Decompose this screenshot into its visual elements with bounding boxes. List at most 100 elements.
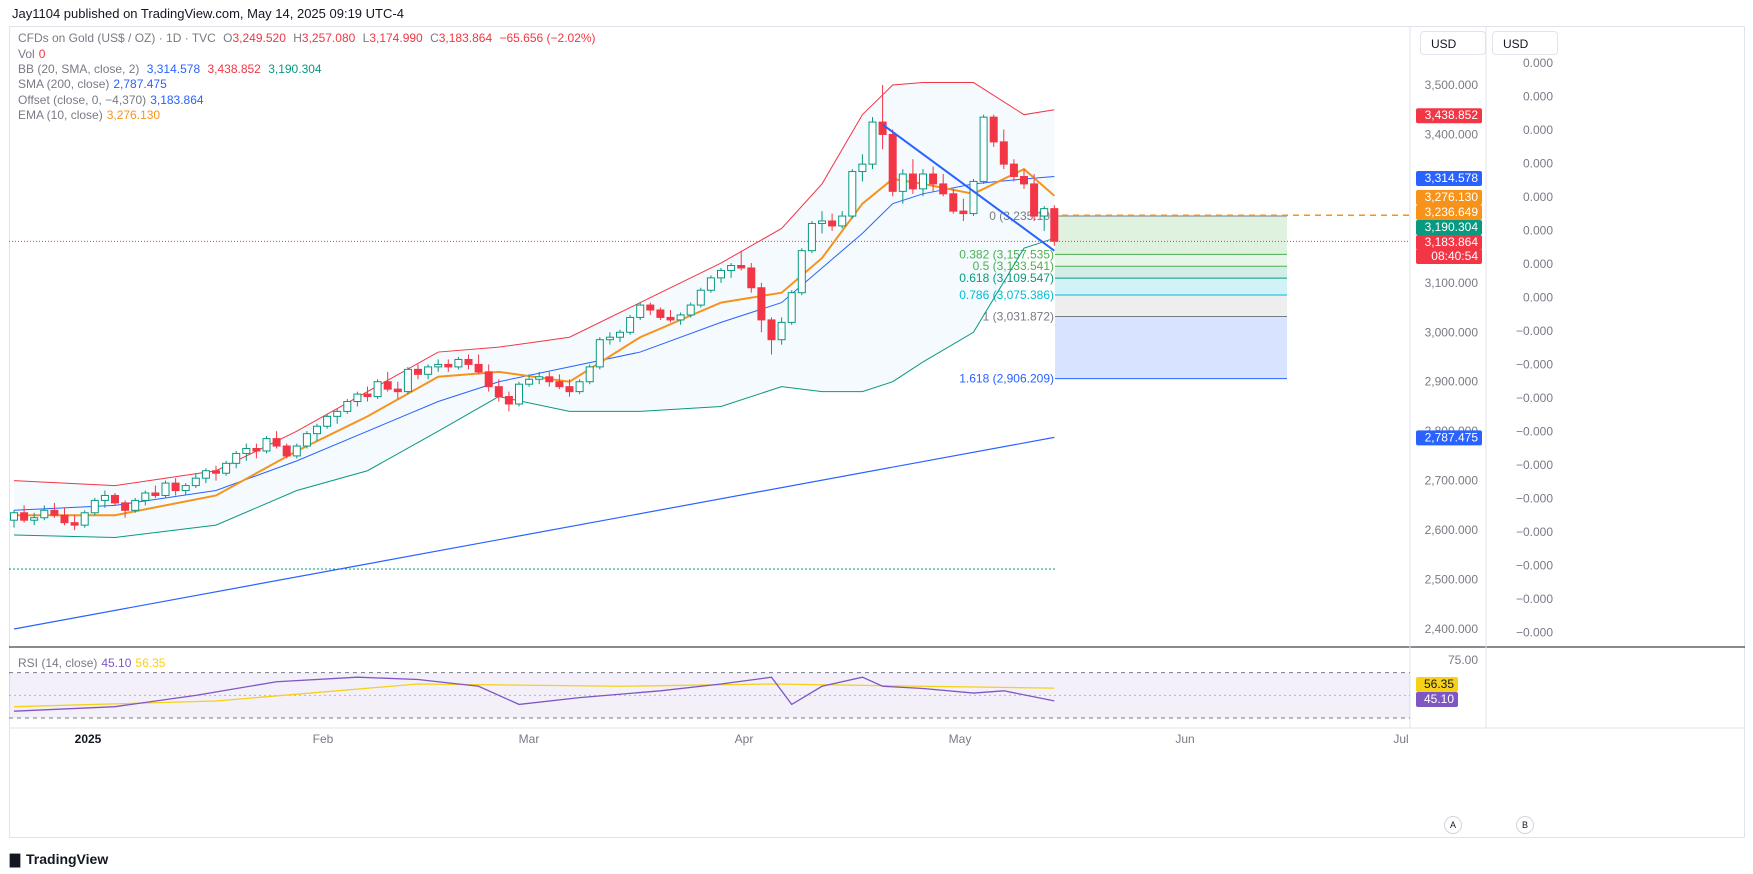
candle-body <box>424 366 433 375</box>
price-tick-label: 2,500.000 <box>1425 573 1479 587</box>
candle-body <box>302 433 311 447</box>
candle-body <box>504 396 513 405</box>
vol-label: Vol <box>18 47 35 61</box>
candle-body <box>858 163 867 173</box>
offset-tick-label: 0.000 <box>1523 90 1553 104</box>
candle-body <box>545 376 554 383</box>
open-value: 3,249.520 <box>232 31 286 45</box>
legend-ema-row[interactable]: EMA (10, close) 3,276.130 <box>18 108 160 122</box>
candle-body <box>201 470 210 479</box>
candle-body <box>141 492 150 501</box>
legend-rsi-row[interactable]: RSI (14, close) 45.10 56.35 <box>18 656 165 670</box>
rsi-line <box>13 676 1055 712</box>
candle-body <box>878 121 887 135</box>
price-badge-bg <box>1416 220 1482 235</box>
candle-body <box>515 383 523 405</box>
legend-sma-row[interactable]: SMA (200, close) 2,787.475 <box>18 77 167 91</box>
currency-button-offset[interactable]: USD <box>1492 31 1558 55</box>
symbol-label[interactable]: CFDs on Gold (US$ / OZ) · 1D · TVC <box>18 31 216 45</box>
candle-body <box>80 512 89 526</box>
candle-body <box>656 309 665 318</box>
fib-label-5: 1 (3,031.872) <box>983 310 1054 324</box>
price-badge-text: 08:40:54 <box>1431 249 1478 263</box>
chart-frame <box>9 26 1745 838</box>
candle-body <box>605 336 614 341</box>
tradingview-logo: ▇ TradingView <box>10 851 108 868</box>
candle-body <box>262 438 271 452</box>
close-value: 3,183.864 <box>438 31 493 45</box>
bb-lower-line <box>13 237 1055 539</box>
candle-body <box>282 445 291 457</box>
legend-symbol-row: CFDs on Gold (US$ / OZ) · 1D · TVC O3,24… <box>18 31 596 45</box>
candle-body <box>252 447 261 452</box>
fib-zone-5 <box>1055 316 1287 379</box>
currency-button-main[interactable]: USD <box>1420 31 1486 55</box>
publish-info: Jay1104 published on TradingView.com, Ma… <box>12 6 404 21</box>
legend-bb-row[interactable]: BB (20, SMA, close, 2) 3,314.578 3,438.8… <box>18 62 322 76</box>
candle-body <box>737 265 746 269</box>
low-value: 3,174.990 <box>369 31 423 45</box>
offset-tick-label: −0.000 <box>1516 492 1553 506</box>
candle-body <box>676 314 685 321</box>
log-scale-button[interactable]: B <box>1516 816 1534 834</box>
offset-tick-label: 0.000 <box>1523 257 1553 271</box>
fib-zone-2 <box>1055 266 1287 279</box>
candle-body <box>595 339 604 368</box>
candle-body <box>50 509 59 516</box>
legend-offset-row[interactable]: Offset (close, 0, −4,370) 3,183.864 <box>18 93 204 107</box>
price-badge-bg <box>1416 205 1482 220</box>
candle-body <box>323 415 332 427</box>
bb-basis-value: 3,314.578 <box>146 62 201 76</box>
offset-tick-label: −0.000 <box>1516 425 1553 439</box>
candle-body <box>959 210 968 215</box>
candle-body <box>20 512 29 521</box>
rsi-label: RSI (14, close) <box>18 656 98 670</box>
candle-body <box>232 452 241 464</box>
candle-body <box>848 171 857 217</box>
price-tick-label: 3,100.000 <box>1425 276 1479 290</box>
offset-tick-label: −0.000 <box>1516 626 1553 640</box>
candle-body <box>717 269 725 279</box>
candle-body <box>70 522 79 526</box>
candle-body <box>575 381 584 393</box>
auto-scale-button[interactable]: A <box>1444 816 1462 834</box>
candle-body <box>585 366 594 383</box>
candle-body <box>929 173 938 185</box>
candle-body <box>1030 183 1039 217</box>
candle-body <box>686 304 695 316</box>
legend-vol-row[interactable]: Vol 0 <box>18 47 45 61</box>
candle-body <box>242 447 251 454</box>
sma-value: 2,787.475 <box>113 77 167 91</box>
candle-body <box>919 173 927 190</box>
candle-body <box>706 277 715 291</box>
candle-body <box>757 287 766 321</box>
candle-body <box>373 381 382 398</box>
candle-body <box>191 477 200 487</box>
candle-body <box>444 363 453 368</box>
offset-tick-label: −0.000 <box>1516 324 1553 338</box>
candle-body <box>898 173 907 192</box>
candle-body <box>747 267 756 289</box>
candle-body <box>535 376 544 380</box>
candle-body <box>807 222 816 252</box>
candle-body <box>818 220 826 224</box>
candle-body <box>474 363 483 373</box>
bb-label: BB (20, SMA, close, 2) <box>18 62 140 76</box>
rsi-badge-text: 56.35 <box>1424 677 1454 691</box>
fib-label-1: 0.382 (3,157.535) <box>959 247 1054 261</box>
price-badge-text: 3,314.578 <box>1425 171 1479 185</box>
candle-body <box>636 304 645 318</box>
candle-body <box>868 121 877 165</box>
fib-zone-1 <box>1055 254 1287 267</box>
offset-tick-label: −0.000 <box>1516 559 1553 573</box>
candle-body <box>666 316 675 321</box>
price-badge-bg <box>1416 235 1482 250</box>
candle-body <box>838 215 847 227</box>
offset-value: 3,183.864 <box>150 93 204 107</box>
tradingview-logo-icon: ▇ <box>10 852 20 867</box>
candle-body <box>100 494 109 501</box>
time-axis-label: Apr <box>735 732 754 746</box>
rsi-value: 45.10 <box>101 656 132 670</box>
candle-body <box>979 116 988 182</box>
